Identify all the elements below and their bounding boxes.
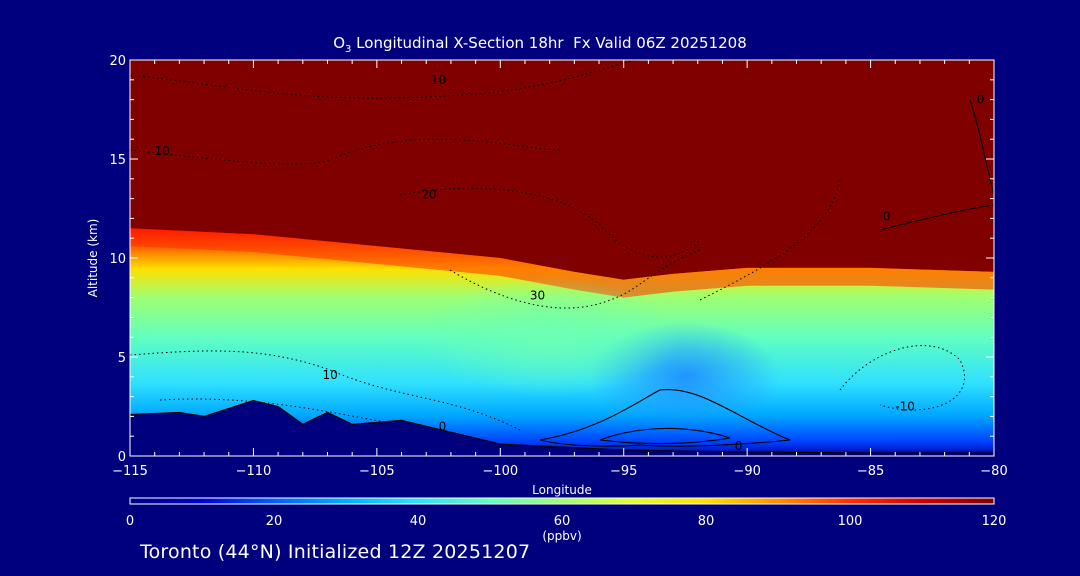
mid-trop-feature <box>419 277 680 398</box>
contour-label-3: 30 <box>530 289 545 303</box>
dotted-contour-2 <box>399 187 701 258</box>
tropopause-band <box>130 228 994 298</box>
dotted-contour-7 <box>159 398 401 426</box>
terrain-mask <box>130 400 994 456</box>
y-tick-label-0: 0 <box>118 450 126 465</box>
y-tick-label-1: 5 <box>118 351 126 366</box>
colorbar-tick-label-5: 100 <box>838 514 863 529</box>
x-tick-label-4: −95 <box>610 464 637 479</box>
x-axis-label: Longitude <box>532 483 592 497</box>
title-ozone-subscript: 3 <box>345 44 352 55</box>
footer-caption: Toronto (44°N) Initialized 12Z 20251207 <box>140 541 531 563</box>
x-tick-label-7: −80 <box>980 464 1007 479</box>
x-tick-label-0: −115 <box>112 464 148 479</box>
contour-label-6: 0 <box>439 419 447 433</box>
title-ozone-symbol: O <box>333 34 346 52</box>
plot-area: 10 10 20 30 10 -10 0 0 0 0 <box>130 60 994 456</box>
dotted-contour-3 <box>449 249 701 309</box>
colorbar-tick-label-2: 40 <box>410 514 427 529</box>
dotted-contour-4 <box>699 179 841 301</box>
dotted-contour-1 <box>130 138 561 165</box>
x-tick-label-6: −85 <box>857 464 884 479</box>
x-tick-label-5: −90 <box>733 464 760 479</box>
axes: −115 −110 −105 −100 −95 −90 −85 −80 0 5 10 15 20 Long… <box>86 54 1008 497</box>
x-tick-label-2: −105 <box>359 464 395 479</box>
contour-label-5: -10 <box>895 399 915 413</box>
y-axis-label: Altitude (km) <box>86 219 100 298</box>
contour-label-7: 0 <box>883 209 891 223</box>
solid-contour-3 <box>599 427 731 445</box>
x-tick-label-3: −100 <box>482 464 518 479</box>
colorbar-tick-label-1: 20 <box>266 514 283 529</box>
dotted-contour-5 <box>839 345 966 411</box>
x-tick-label-1: −110 <box>236 464 272 479</box>
solid-contour-2 <box>539 388 791 447</box>
contour-label-1: 10 <box>431 73 446 87</box>
contour-label-4: 10 <box>323 368 338 382</box>
colorbar-tick-label-0: 0 <box>126 514 134 529</box>
colorbar-tick-label-6: 120 <box>982 514 1007 529</box>
y-tick-label-4: 20 <box>109 54 126 69</box>
contour-label-2: 20 <box>421 188 436 202</box>
solid-contour-1 <box>969 99 994 196</box>
contour-label-9: 0 <box>735 439 743 453</box>
colorbar: 0 20 40 60 80 100 120 (ppbv) <box>126 497 1007 543</box>
y-tick-label-2: 10 <box>109 252 126 267</box>
colorbar-strip <box>129 497 995 505</box>
contour-label-0: 10 <box>155 144 170 158</box>
solid-contour-0 <box>879 204 994 231</box>
dotted-contour-6 <box>130 350 521 431</box>
title-rest: Longitudinal X-Section 18hr Fx Valid 06Z… <box>351 34 747 52</box>
contour-label-8: 0 <box>977 93 985 107</box>
colorbar-tick-label-4: 80 <box>698 514 715 529</box>
y-tick-label-3: 15 <box>109 153 126 168</box>
terrain-outline <box>130 399 994 454</box>
chart-title: O3 Longitudinal X-Section 18hr Fx Valid … <box>0 34 1080 55</box>
colorbar-tick-label-3: 60 <box>554 514 571 529</box>
colorbar-label: (ppbv) <box>542 529 581 543</box>
